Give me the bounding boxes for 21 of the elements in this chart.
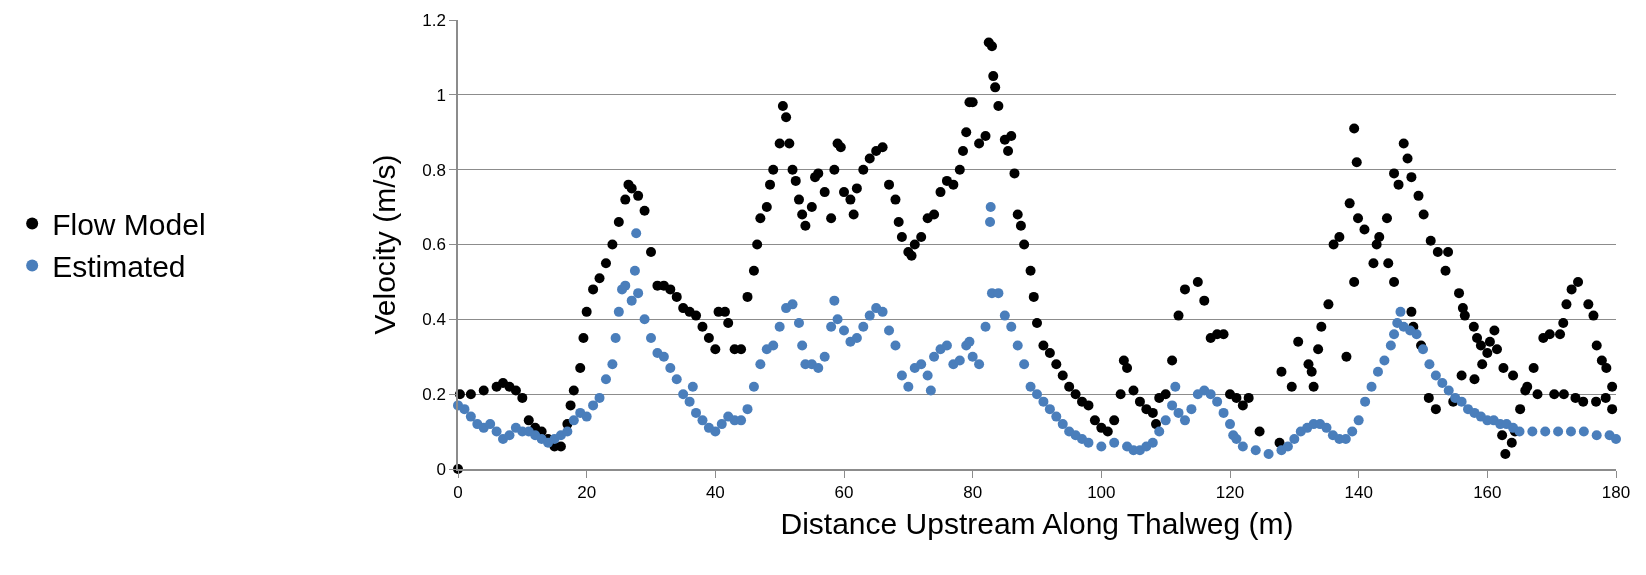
x-tick-label: 120 bbox=[1215, 483, 1245, 503]
x-tick-label: 0 bbox=[453, 483, 463, 503]
y-tick-label: 1 bbox=[436, 85, 446, 105]
y-axis-title: Velocity (m/s) bbox=[367, 154, 401, 335]
x-tick-label: 20 bbox=[577, 483, 597, 503]
x-tick-label: 40 bbox=[705, 483, 725, 503]
legend-label: Estimated bbox=[52, 250, 186, 284]
y-tick-label: 0.8 bbox=[422, 160, 446, 180]
y-tick-label: 0 bbox=[436, 459, 446, 479]
legend-label: Flow Model bbox=[52, 208, 206, 242]
y-tick-label: 0.4 bbox=[422, 310, 446, 330]
x-tick-label: 140 bbox=[1344, 483, 1373, 503]
y-tick-label: 1.2 bbox=[422, 10, 446, 30]
x-tick-label: 160 bbox=[1473, 483, 1502, 503]
x-tick-label: 180 bbox=[1601, 483, 1631, 503]
x-tick-label: 80 bbox=[963, 483, 983, 503]
x-tick-label: 60 bbox=[834, 483, 854, 503]
x-axis-title: Distance Upstream Along Thalweg (m) bbox=[780, 507, 1294, 541]
y-tick-label: 0.6 bbox=[422, 235, 446, 255]
x-tick-label: 100 bbox=[1087, 483, 1116, 503]
y-tick-label: 0.2 bbox=[422, 385, 446, 405]
